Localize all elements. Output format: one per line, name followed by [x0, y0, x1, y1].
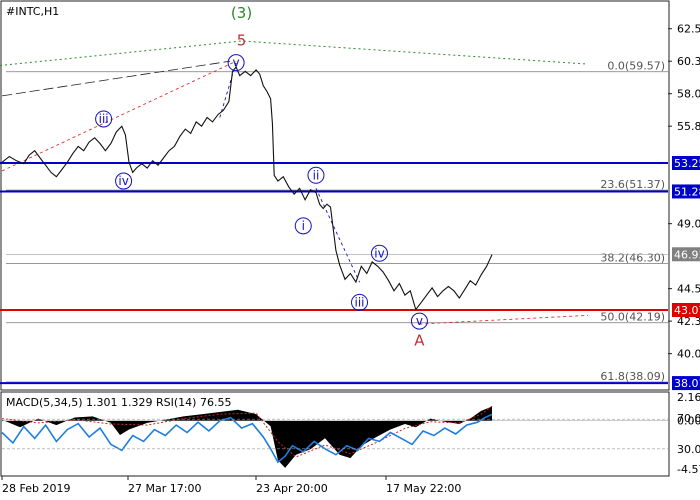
level-tag	[672, 156, 700, 171]
rsi-line	[1, 413, 493, 464]
price-tick-label: 49.05	[677, 218, 700, 231]
main-panel-frame	[0, 0, 670, 391]
indicator-tick-label: 2.164	[677, 391, 700, 404]
current-price-label: 46.93	[674, 248, 700, 261]
indicator-layer: 2.164 70.000.000 30.00 -4.579	[1, 391, 700, 476]
price-layer	[1, 65, 493, 311]
level-tag	[672, 303, 700, 318]
level-tag-label: 43.07	[674, 304, 700, 317]
fibonacci-label: 61.8(38.09)	[600, 370, 665, 383]
wave-circle	[307, 166, 325, 184]
channel-line	[1, 60, 231, 97]
level-tag-label: 53.25	[674, 157, 700, 170]
wave-projection-line	[0, 40, 589, 66]
time-tick-label: 17 May 22:00	[386, 482, 461, 495]
wave-label: iii	[99, 112, 109, 126]
wave-guide	[315, 188, 360, 283]
fibonacci-label: 50.0(42.19)	[600, 311, 665, 324]
chart-title: #INTC,H1	[6, 5, 59, 18]
price-tick-label: 40.05	[677, 348, 700, 361]
price-tick-label: 62.55	[677, 23, 700, 36]
wave-label: v	[233, 56, 240, 70]
major-wave-label: 5	[237, 31, 247, 49]
indicator-tick-label: 0.000	[677, 415, 700, 428]
indicator-title: MACD(5,34,5) 1.301 1.329 RSI(14) 76.55	[6, 396, 231, 409]
y-axis: 62.55 60.30 58.05 55.80 49.05 44.55 42.30 40.05	[668, 23, 700, 361]
trend-line-up	[1, 60, 237, 172]
fibonacci-label: 23.6(51.37)	[600, 178, 665, 191]
wave-label: ii	[313, 168, 320, 182]
indicator-tick-label: -4.579	[677, 463, 700, 476]
wave-circle	[410, 312, 428, 330]
fibonacci-layer: 0.0(59.57) 23.6(51.37) 38.2(46.30) 50.0(42.…	[6, 60, 668, 383]
wave-label: iii	[355, 295, 365, 309]
wave-label: iv	[118, 174, 128, 188]
wave-circle	[227, 54, 245, 72]
wave-circle	[115, 172, 133, 190]
current-price-tag	[672, 247, 700, 262]
fibonacci-label: 0.0(59.57)	[607, 60, 665, 73]
time-tick-label: 28 Feb 2019	[2, 482, 70, 495]
x-axis: 28 Feb 2019 27 Mar 17:00 23 Apr 20:00 17 Ma…	[1, 476, 461, 495]
trend-line-projection	[419, 314, 589, 325]
wave-label: iv	[374, 246, 384, 260]
price-series-line	[1, 65, 493, 311]
price-tick-label: 44.55	[677, 283, 700, 296]
major-wave-label: (3)	[231, 4, 252, 22]
major-wave-label: A	[414, 332, 425, 350]
price-tick-label: 58.05	[677, 88, 700, 101]
wave-circle	[95, 110, 113, 128]
level-tag	[672, 184, 700, 199]
time-tick-label: 27 Mar 17:00	[128, 482, 201, 495]
wave-circle	[370, 244, 388, 262]
price-tick-label: 60.30	[677, 55, 700, 68]
level-tag-label: 51.28	[674, 185, 700, 198]
price-tick-label: 42.30	[677, 315, 700, 328]
indicator-tick-label: 30.00	[677, 443, 700, 456]
indicator-tick-label: 70.00	[677, 412, 700, 425]
macd-histogram	[2, 406, 492, 468]
fibonacci-label: 38.2(46.30)	[600, 251, 665, 264]
time-tick-label: 23 Apr 20:00	[256, 482, 328, 495]
wave-circle	[351, 293, 369, 311]
level-tag	[672, 376, 700, 391]
indicator-panel-frame	[0, 391, 670, 477]
wave-circle	[294, 217, 312, 235]
price-tick-label: 55.80	[677, 120, 700, 133]
level-tag-label: 38.01	[674, 377, 700, 390]
wave-label: v	[416, 314, 423, 328]
wave-label: i	[302, 219, 305, 233]
trendline-layer	[0, 40, 589, 325]
macd-signal-line	[1, 405, 493, 458]
